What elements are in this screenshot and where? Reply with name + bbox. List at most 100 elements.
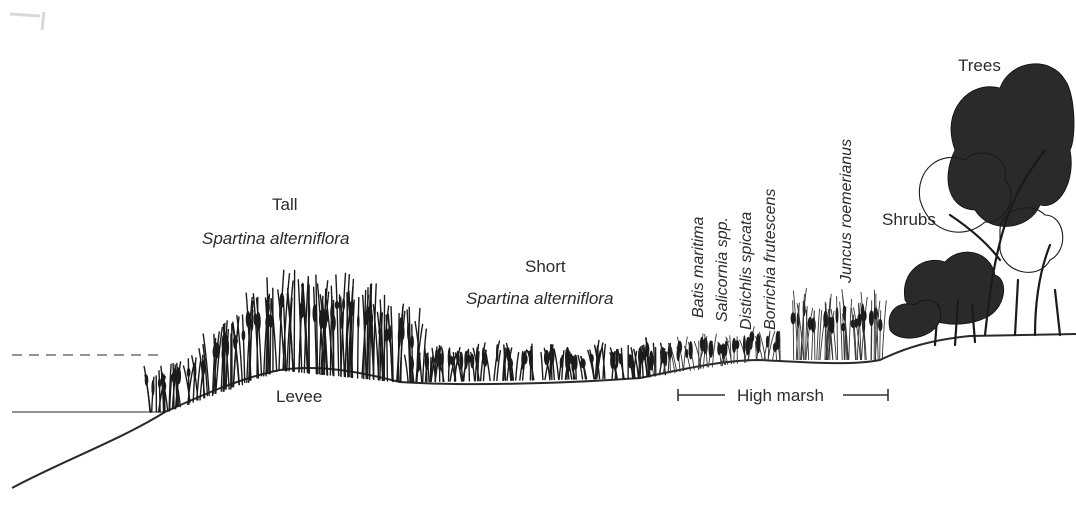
juncus-rush-vegetation xyxy=(790,287,887,361)
grass-leaf xyxy=(265,316,269,328)
grass-leaf xyxy=(151,379,155,396)
grass-blade xyxy=(553,348,560,381)
grass-blade xyxy=(693,341,702,369)
grass-leaf xyxy=(447,348,451,368)
grass-blade xyxy=(269,298,272,375)
grass-blade xyxy=(669,344,678,373)
grass-blade xyxy=(870,300,873,361)
grass-blade xyxy=(211,337,217,397)
grass-blade xyxy=(824,303,827,361)
grass-leaf xyxy=(664,350,668,367)
grass-blade xyxy=(875,305,879,361)
grass-blade xyxy=(851,308,856,361)
grass-leaf xyxy=(565,356,569,370)
grass-leaf xyxy=(878,318,883,332)
grass-blade xyxy=(802,300,805,361)
grass-blade xyxy=(266,299,268,375)
grass-leaf xyxy=(250,319,254,332)
grass-leaf xyxy=(841,322,846,332)
grass-blade xyxy=(792,290,799,361)
grass-blade xyxy=(286,287,294,373)
grass-leaf xyxy=(441,349,444,367)
grass-blade xyxy=(422,328,427,383)
grass-leaf xyxy=(645,342,650,358)
grass-blade xyxy=(222,323,226,390)
grass-leaf xyxy=(756,333,761,354)
grass-blade xyxy=(631,350,634,379)
grass-blade xyxy=(220,322,226,392)
grass-blade xyxy=(830,308,837,361)
grass-leaf xyxy=(410,335,414,349)
grass-leaf xyxy=(232,336,238,346)
grass-blade xyxy=(860,291,866,361)
grass-blade xyxy=(711,333,717,368)
grass-blade xyxy=(801,293,805,361)
grass-blade xyxy=(330,285,335,377)
grass-blade xyxy=(596,342,604,380)
grass-leaf xyxy=(688,341,693,360)
grass-leaf xyxy=(435,349,438,365)
grass-blade xyxy=(282,296,287,372)
grass-leaf xyxy=(610,351,616,370)
grass-blade xyxy=(704,333,708,368)
grass-blade xyxy=(729,335,732,364)
grass-blade xyxy=(805,309,810,361)
grass-blade xyxy=(255,297,263,377)
grass-leaf xyxy=(708,340,714,358)
grass-leaf xyxy=(144,374,149,386)
species-label-borrichia: Borrichia frutescens xyxy=(762,189,779,330)
grass-blade xyxy=(363,289,367,380)
grass-blade xyxy=(659,347,663,375)
grass-leaf xyxy=(615,348,619,368)
grass-leaf xyxy=(256,312,261,332)
grass-blade xyxy=(325,298,334,376)
shrubs-drawing xyxy=(888,251,1004,347)
trees-drawing xyxy=(918,63,1075,337)
grass-blade xyxy=(252,293,260,379)
grass-blade xyxy=(403,354,409,383)
grass-leaf xyxy=(268,314,273,329)
grass-leaf xyxy=(831,316,835,333)
grass-leaf xyxy=(496,343,499,362)
grass-blade xyxy=(602,343,606,380)
grass-blade xyxy=(368,306,375,380)
grass-leaf xyxy=(368,320,374,338)
grass-leaf xyxy=(638,347,642,365)
grass-blade xyxy=(805,306,808,361)
grass-blade xyxy=(667,342,676,374)
grass-blade xyxy=(168,363,172,412)
tall-label: Tall xyxy=(272,195,298,214)
grass-blade xyxy=(836,296,838,361)
grass-blade xyxy=(315,274,319,375)
grass-blade xyxy=(796,303,805,361)
grass-leaf xyxy=(387,324,392,343)
grass-blade xyxy=(683,336,688,371)
grass-blade xyxy=(346,292,349,378)
grass-blade xyxy=(397,312,400,383)
grass-blade xyxy=(161,375,169,412)
grass-blade xyxy=(182,365,191,403)
grass-blade xyxy=(633,348,640,379)
grass-blade xyxy=(825,310,834,361)
grass-blade xyxy=(172,362,175,410)
high-marsh-extent-bar xyxy=(677,389,889,401)
grass-blade xyxy=(515,351,520,381)
grass-leaf xyxy=(732,338,737,353)
grass-leaf xyxy=(330,304,335,322)
grass-leaf xyxy=(416,351,421,372)
grass-blade xyxy=(143,365,151,413)
grass-blade xyxy=(245,292,252,381)
species-label-juncus: Juncus roemerianus xyxy=(838,139,855,284)
grass-leaf xyxy=(334,301,340,310)
tall-species-label: Spartina alterniflora xyxy=(202,229,349,248)
grass-leaf xyxy=(401,325,405,341)
grass-blade xyxy=(540,351,544,381)
grass-leaf xyxy=(618,353,622,365)
grass-blade xyxy=(503,344,507,381)
grass-blade xyxy=(653,353,657,376)
grass-leaf xyxy=(677,340,683,354)
grass-leaf xyxy=(201,359,206,377)
grass-leaf xyxy=(649,350,654,371)
grass-blade xyxy=(312,286,318,375)
grass-blade xyxy=(593,344,601,380)
